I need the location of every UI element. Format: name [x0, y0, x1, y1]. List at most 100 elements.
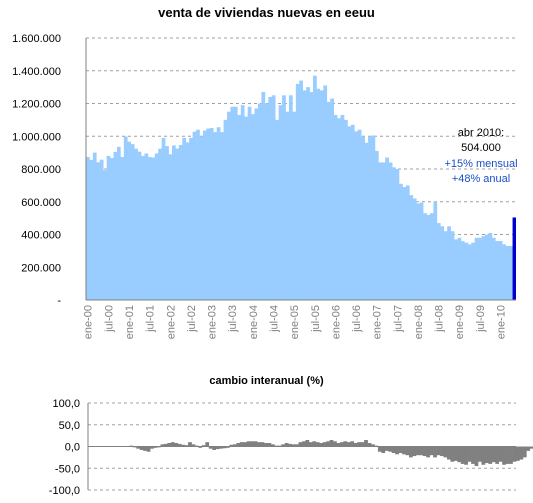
bar [405, 185, 410, 300]
x-tick-label: jul-06 [351, 305, 363, 333]
bar [344, 119, 348, 300]
bar [474, 446, 479, 467]
bar [464, 446, 468, 465]
bar [336, 443, 341, 447]
bar [189, 137, 193, 300]
bar [253, 441, 258, 447]
bar [250, 441, 254, 447]
bar [346, 442, 351, 447]
bar [398, 446, 403, 454]
chart-title: venta de viviendas nuevas en eeuu [158, 5, 375, 20]
bar [315, 442, 320, 447]
bar [306, 87, 310, 300]
bar [247, 106, 252, 301]
bar [330, 98, 334, 301]
bar [196, 129, 200, 300]
y-tick-label: 0,0 [65, 442, 80, 454]
bar [184, 445, 189, 447]
bar [360, 442, 365, 447]
bar [436, 446, 441, 456]
y-tick-label: 1.600.000 [12, 33, 61, 45]
bar [295, 444, 299, 447]
bar [409, 195, 414, 300]
y-tick-label: 800.000 [21, 164, 61, 176]
bar [347, 126, 352, 300]
bar [154, 153, 159, 300]
bar [350, 441, 355, 447]
bar [405, 446, 410, 456]
bar-highlight [512, 217, 516, 300]
x-tick-label: jul-07 [392, 305, 404, 333]
bar [270, 444, 275, 447]
bar [460, 241, 465, 300]
bar [208, 446, 213, 449]
bar [209, 128, 214, 300]
bar [478, 237, 482, 300]
x-tick-label: ene-07 [372, 305, 384, 339]
bar [170, 442, 175, 447]
bar [488, 232, 493, 300]
bar [371, 135, 376, 300]
bar [485, 234, 489, 300]
bar [213, 132, 218, 300]
bar [464, 242, 469, 300]
bar [202, 130, 207, 300]
bar [512, 446, 517, 462]
bar [450, 446, 455, 462]
bar [343, 441, 348, 447]
bar [522, 446, 527, 458]
bar [168, 154, 173, 300]
bar [457, 237, 462, 300]
bar [326, 441, 330, 447]
x-tick-label: jul-03 [227, 305, 239, 333]
bar [130, 144, 135, 300]
bar [285, 111, 290, 300]
bar [377, 446, 382, 452]
bar [446, 446, 451, 460]
bar [227, 111, 231, 300]
bar [226, 446, 230, 448]
bar [505, 245, 510, 300]
bar [460, 446, 465, 464]
bar [288, 443, 292, 447]
bar [232, 444, 237, 447]
bar [165, 146, 169, 300]
bar [402, 446, 406, 455]
bar [281, 444, 286, 447]
bar [305, 439, 310, 447]
bar [361, 136, 365, 300]
bar [99, 159, 104, 300]
bar [237, 114, 242, 301]
bar [198, 446, 203, 448]
bar [291, 444, 296, 447]
bar [137, 151, 142, 300]
bar [163, 443, 168, 447]
bar [467, 446, 472, 462]
bar [412, 446, 417, 457]
bar [139, 446, 144, 450]
bar [220, 132, 224, 300]
bar [175, 148, 180, 300]
bar [89, 159, 94, 300]
x-tick-label: ene-02 [165, 305, 177, 339]
bar [471, 242, 476, 300]
bar [385, 157, 390, 300]
bar [450, 231, 455, 300]
bar [223, 119, 228, 300]
bar [219, 446, 223, 449]
x-tick-label: jul-00 [103, 305, 115, 333]
x-tick-label: jul-09 [475, 305, 487, 333]
bar [340, 114, 345, 301]
bar [292, 111, 297, 300]
bar [388, 162, 393, 300]
bar [251, 114, 255, 300]
bar [433, 446, 437, 458]
bar [364, 142, 369, 300]
bar [426, 214, 431, 300]
bar [158, 148, 162, 300]
bar [146, 446, 151, 452]
bar [271, 95, 276, 300]
bar [161, 137, 166, 300]
bar [254, 108, 259, 300]
bar [239, 442, 244, 447]
